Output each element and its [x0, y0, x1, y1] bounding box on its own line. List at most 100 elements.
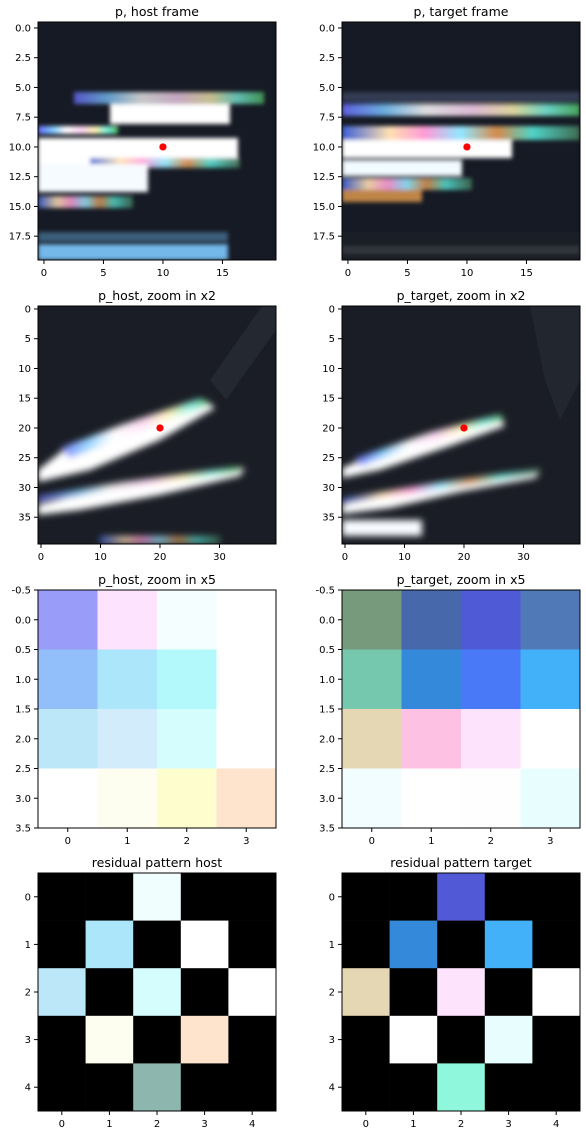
y-tick-label: 35: [322, 513, 335, 524]
x-tick-label: 30: [517, 552, 530, 563]
heatmap-cell: [342, 968, 390, 1017]
x-tick-label: 15: [216, 268, 229, 279]
heatmap-cell: [180, 1063, 229, 1112]
y-tick-label: 0.0: [319, 23, 335, 34]
x-tick-label: 0: [41, 268, 47, 279]
heatmap-cell: [342, 920, 390, 969]
y-tick-label: 1.0: [15, 675, 31, 686]
heatmap-cell: [437, 1015, 486, 1064]
y-tick-label: 5: [329, 334, 335, 345]
y-tick-label: 10.0: [9, 142, 31, 153]
heatmap-cell: [342, 1015, 390, 1064]
heatmap-cell: [38, 1015, 86, 1064]
heatmap-cell: [85, 968, 134, 1017]
host-frame-image: [38, 22, 276, 260]
x-tick-label: 10: [157, 268, 170, 279]
y-tick-label: 1.5: [15, 705, 31, 716]
heatmap-cell: [532, 1015, 581, 1064]
y-tick-label: 5.0: [15, 83, 31, 94]
heatmap-cell: [180, 1015, 229, 1064]
y-tick-label: 30: [18, 483, 31, 494]
y-tick-label: 0.5: [15, 645, 31, 656]
heatmap-cell: [389, 920, 438, 969]
x-tick-label: 2: [458, 1119, 464, 1130]
heatmap-cell: [342, 709, 402, 769]
heatmap-cell: [38, 920, 86, 969]
y-tick-label: 3.0: [15, 794, 31, 805]
heatmap-cell: [133, 920, 182, 969]
y-tick-label: 5: [25, 334, 31, 345]
y-tick-label: 10: [322, 364, 335, 375]
heatmap-cell: [38, 768, 98, 829]
figure-dynamic-layer: 0 5 10 150.02.55.07.510.012.515.017.5p, hos…: [9, 4, 581, 1130]
marker-point: [156, 424, 164, 432]
chart-title: p_host, zoom in x2: [98, 288, 216, 303]
panel-target-zoom2: [342, 306, 580, 544]
x-tick-label: 3: [505, 1119, 511, 1130]
heatmap-cell: [401, 768, 462, 829]
y-tick-label: 15: [322, 394, 335, 405]
y-tick-label: 2.0: [319, 734, 335, 745]
heatmap-cell: [520, 709, 581, 769]
heatmap-cell: [133, 1063, 182, 1112]
x-tick-label: 5: [404, 268, 410, 279]
heatmap-cell: [228, 968, 277, 1017]
y-tick-label: 1: [25, 940, 31, 951]
heatmap-cell: [461, 649, 521, 710]
y-tick-label: 0: [329, 304, 335, 315]
chart-title: p_host, zoom in x5: [98, 572, 216, 587]
y-tick-label: 0: [329, 892, 335, 903]
chart-title: residual pattern target: [390, 855, 532, 870]
y-tick-label: 2.5: [319, 764, 335, 775]
x-tick-label: 15: [520, 268, 533, 279]
x-tick-label: 4: [249, 1119, 255, 1130]
heatmap-cell: [484, 968, 533, 1017]
heatmap-cell: [532, 1063, 581, 1112]
heatmap-cell: [389, 1063, 438, 1112]
chart-panel-0: 0 5 10 15 0.0 2.5 5.0 7.5 10.0 12.5 15.0 17.5 p, hos…: [9, 4, 277, 279]
heatmap-cell: [342, 873, 390, 921]
y-tick-label: 4: [329, 1083, 335, 1094]
y-tick-label: 7.5: [319, 113, 335, 124]
y-tick-label: -0.5: [11, 586, 31, 597]
heatmap-cell: [484, 873, 533, 921]
x-tick-label: 1: [106, 1119, 112, 1130]
heatmap-cell: [157, 590, 217, 650]
y-tick-label: 25: [18, 453, 31, 464]
heatmap-cell: [180, 968, 229, 1017]
heatmap-cell: [520, 768, 581, 829]
marker-point: [460, 424, 468, 432]
y-tick-label: 0.5: [319, 645, 335, 656]
y-tick-label: 1.0: [319, 675, 335, 686]
y-tick-label: 12.5: [313, 172, 335, 183]
x-tick-label: 0: [65, 836, 71, 847]
heatmap-cell: [520, 649, 581, 710]
y-tick-label: 17.5: [313, 232, 335, 243]
chart-panel-6: 0 1 2 3 4 0 1 2 3 4 residual pattern host: [25, 855, 277, 1130]
heatmap-cell: [38, 1063, 86, 1112]
chart-title: p_target, zoom in x5: [397, 572, 526, 587]
heatmap-cell: [532, 873, 581, 921]
x-tick-label: 2: [184, 836, 190, 847]
x-tick-label: 3: [547, 836, 553, 847]
y-tick-label: 12.5: [9, 172, 31, 183]
x-tick-label: 0: [38, 552, 44, 563]
chart-title: residual pattern host: [92, 855, 222, 870]
y-tick-label: 0.0: [319, 615, 335, 626]
x-tick-label: 3: [243, 836, 249, 847]
x-tick-label: 0: [59, 1119, 65, 1130]
y-tick-label: -0.5: [315, 586, 335, 597]
heatmap-cell: [216, 768, 277, 829]
heatmap-cell: [216, 709, 277, 769]
y-tick-label: 0: [25, 304, 31, 315]
y-tick-label: 3: [329, 1035, 335, 1046]
y-tick-label: 15: [18, 394, 31, 405]
x-tick-label: 30: [213, 552, 226, 563]
heatmap-cell: [157, 768, 217, 829]
heatmap-cell: [85, 873, 134, 921]
y-tick-label: 3: [25, 1035, 31, 1046]
heatmap-cell: [133, 968, 182, 1017]
heatmap-cell: [389, 968, 438, 1017]
